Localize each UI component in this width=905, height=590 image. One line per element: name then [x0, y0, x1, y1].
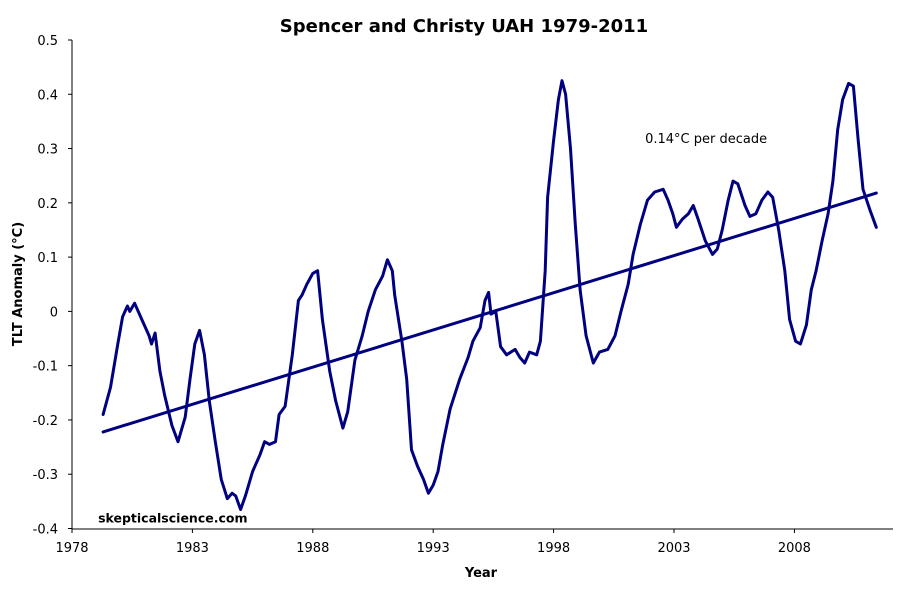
- x-tick-label: 1983: [176, 541, 209, 556]
- y-tick-label: 0.2: [37, 197, 58, 212]
- x-tick-label: 1993: [417, 541, 450, 556]
- x-tick-label: 1998: [537, 541, 570, 556]
- y-tick-label: -0.3: [33, 468, 58, 483]
- y-axis-title: TLT Anomaly (°C): [11, 222, 26, 346]
- y-tick-label: 0: [50, 305, 58, 320]
- series-line-uah-anomaly: [101, 79, 878, 511]
- axes: [71, 40, 893, 530]
- chart-title: Spencer and Christy UAH 1979-2011: [280, 16, 648, 37]
- series-group: [101, 79, 878, 511]
- watermark-skepticalscience: skepticalscience.com: [98, 510, 247, 525]
- series-line-linear-trend: [101, 191, 878, 434]
- x-tick-label: 2003: [657, 541, 690, 556]
- y-tick-label: -0.1: [33, 360, 58, 375]
- x-tick-label: 1978: [55, 541, 88, 556]
- y-ticks: 0.5 0.4 0.3 0.2 0.1 0 -0.1 -0.2 -0.3 -0.4: [33, 34, 72, 538]
- trend-annotation: 0.14°C per decade: [645, 132, 767, 147]
- x-axis-title: Year: [464, 566, 498, 581]
- x-ticks: 1978 1983 1988 1993 1998 2003 2008: [55, 529, 811, 556]
- y-tick-label: -0.2: [33, 414, 58, 429]
- y-tick-label: 0.3: [37, 143, 58, 158]
- y-tick-label: 0.1: [37, 251, 58, 266]
- x-tick-label: 2008: [778, 541, 811, 556]
- y-tick-label: 0.5: [37, 34, 58, 49]
- y-tick-label: 0.4: [37, 88, 58, 103]
- x-tick-label: 1988: [296, 541, 329, 556]
- y-tick-label: -0.4: [33, 523, 58, 538]
